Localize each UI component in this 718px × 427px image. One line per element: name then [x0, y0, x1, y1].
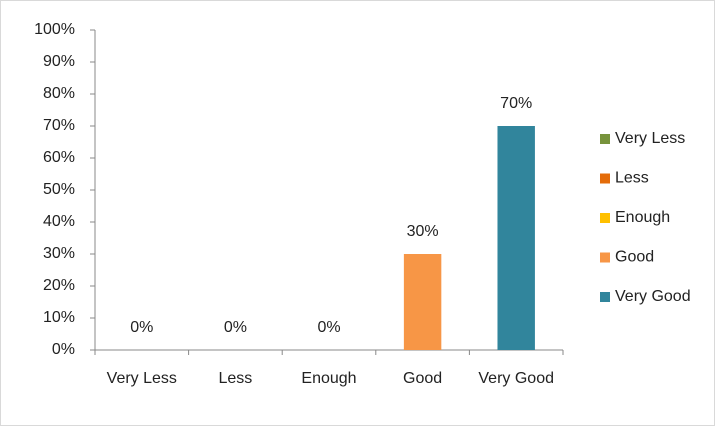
- x-tick-label: Enough: [301, 370, 356, 387]
- legend-label: Less: [615, 170, 649, 187]
- y-tick-label: 20%: [43, 277, 75, 294]
- legend-swatch: [600, 173, 610, 184]
- bar: [403, 254, 442, 350]
- y-tick-label: 50%: [43, 181, 75, 198]
- y-tick-label: 80%: [43, 85, 75, 102]
- x-tick-label: Very Less: [107, 370, 177, 387]
- y-tick-label: 0%: [52, 341, 75, 358]
- legend-label: Good: [615, 249, 654, 266]
- y-tick-label: 70%: [43, 117, 75, 134]
- y-tick-label: 60%: [43, 149, 75, 166]
- y-tick-label: 30%: [43, 245, 75, 262]
- data-label: 0%: [224, 319, 247, 336]
- legend-swatch: [600, 213, 610, 223]
- bar: [497, 126, 535, 350]
- y-tick-label: 90%: [43, 53, 75, 70]
- y-tick-label: 100%: [34, 21, 75, 38]
- legend-swatch: [600, 134, 610, 144]
- data-label: 30%: [407, 223, 439, 240]
- legend-label: Enough: [615, 209, 670, 226]
- data-label: 0%: [130, 319, 153, 336]
- x-tick-label: Good: [403, 370, 442, 387]
- legend-swatch: [600, 292, 610, 302]
- y-tick-label: 40%: [43, 213, 75, 230]
- x-tick-label: Very Good: [478, 370, 554, 387]
- legend-swatch: [600, 252, 610, 263]
- data-label: 70%: [500, 95, 532, 112]
- legend-label: Very Good: [615, 288, 691, 305]
- y-tick-label: 10%: [43, 309, 75, 326]
- data-label: 0%: [317, 319, 340, 336]
- legend-label: Very Less: [615, 130, 685, 147]
- x-tick-label: Less: [219, 370, 253, 387]
